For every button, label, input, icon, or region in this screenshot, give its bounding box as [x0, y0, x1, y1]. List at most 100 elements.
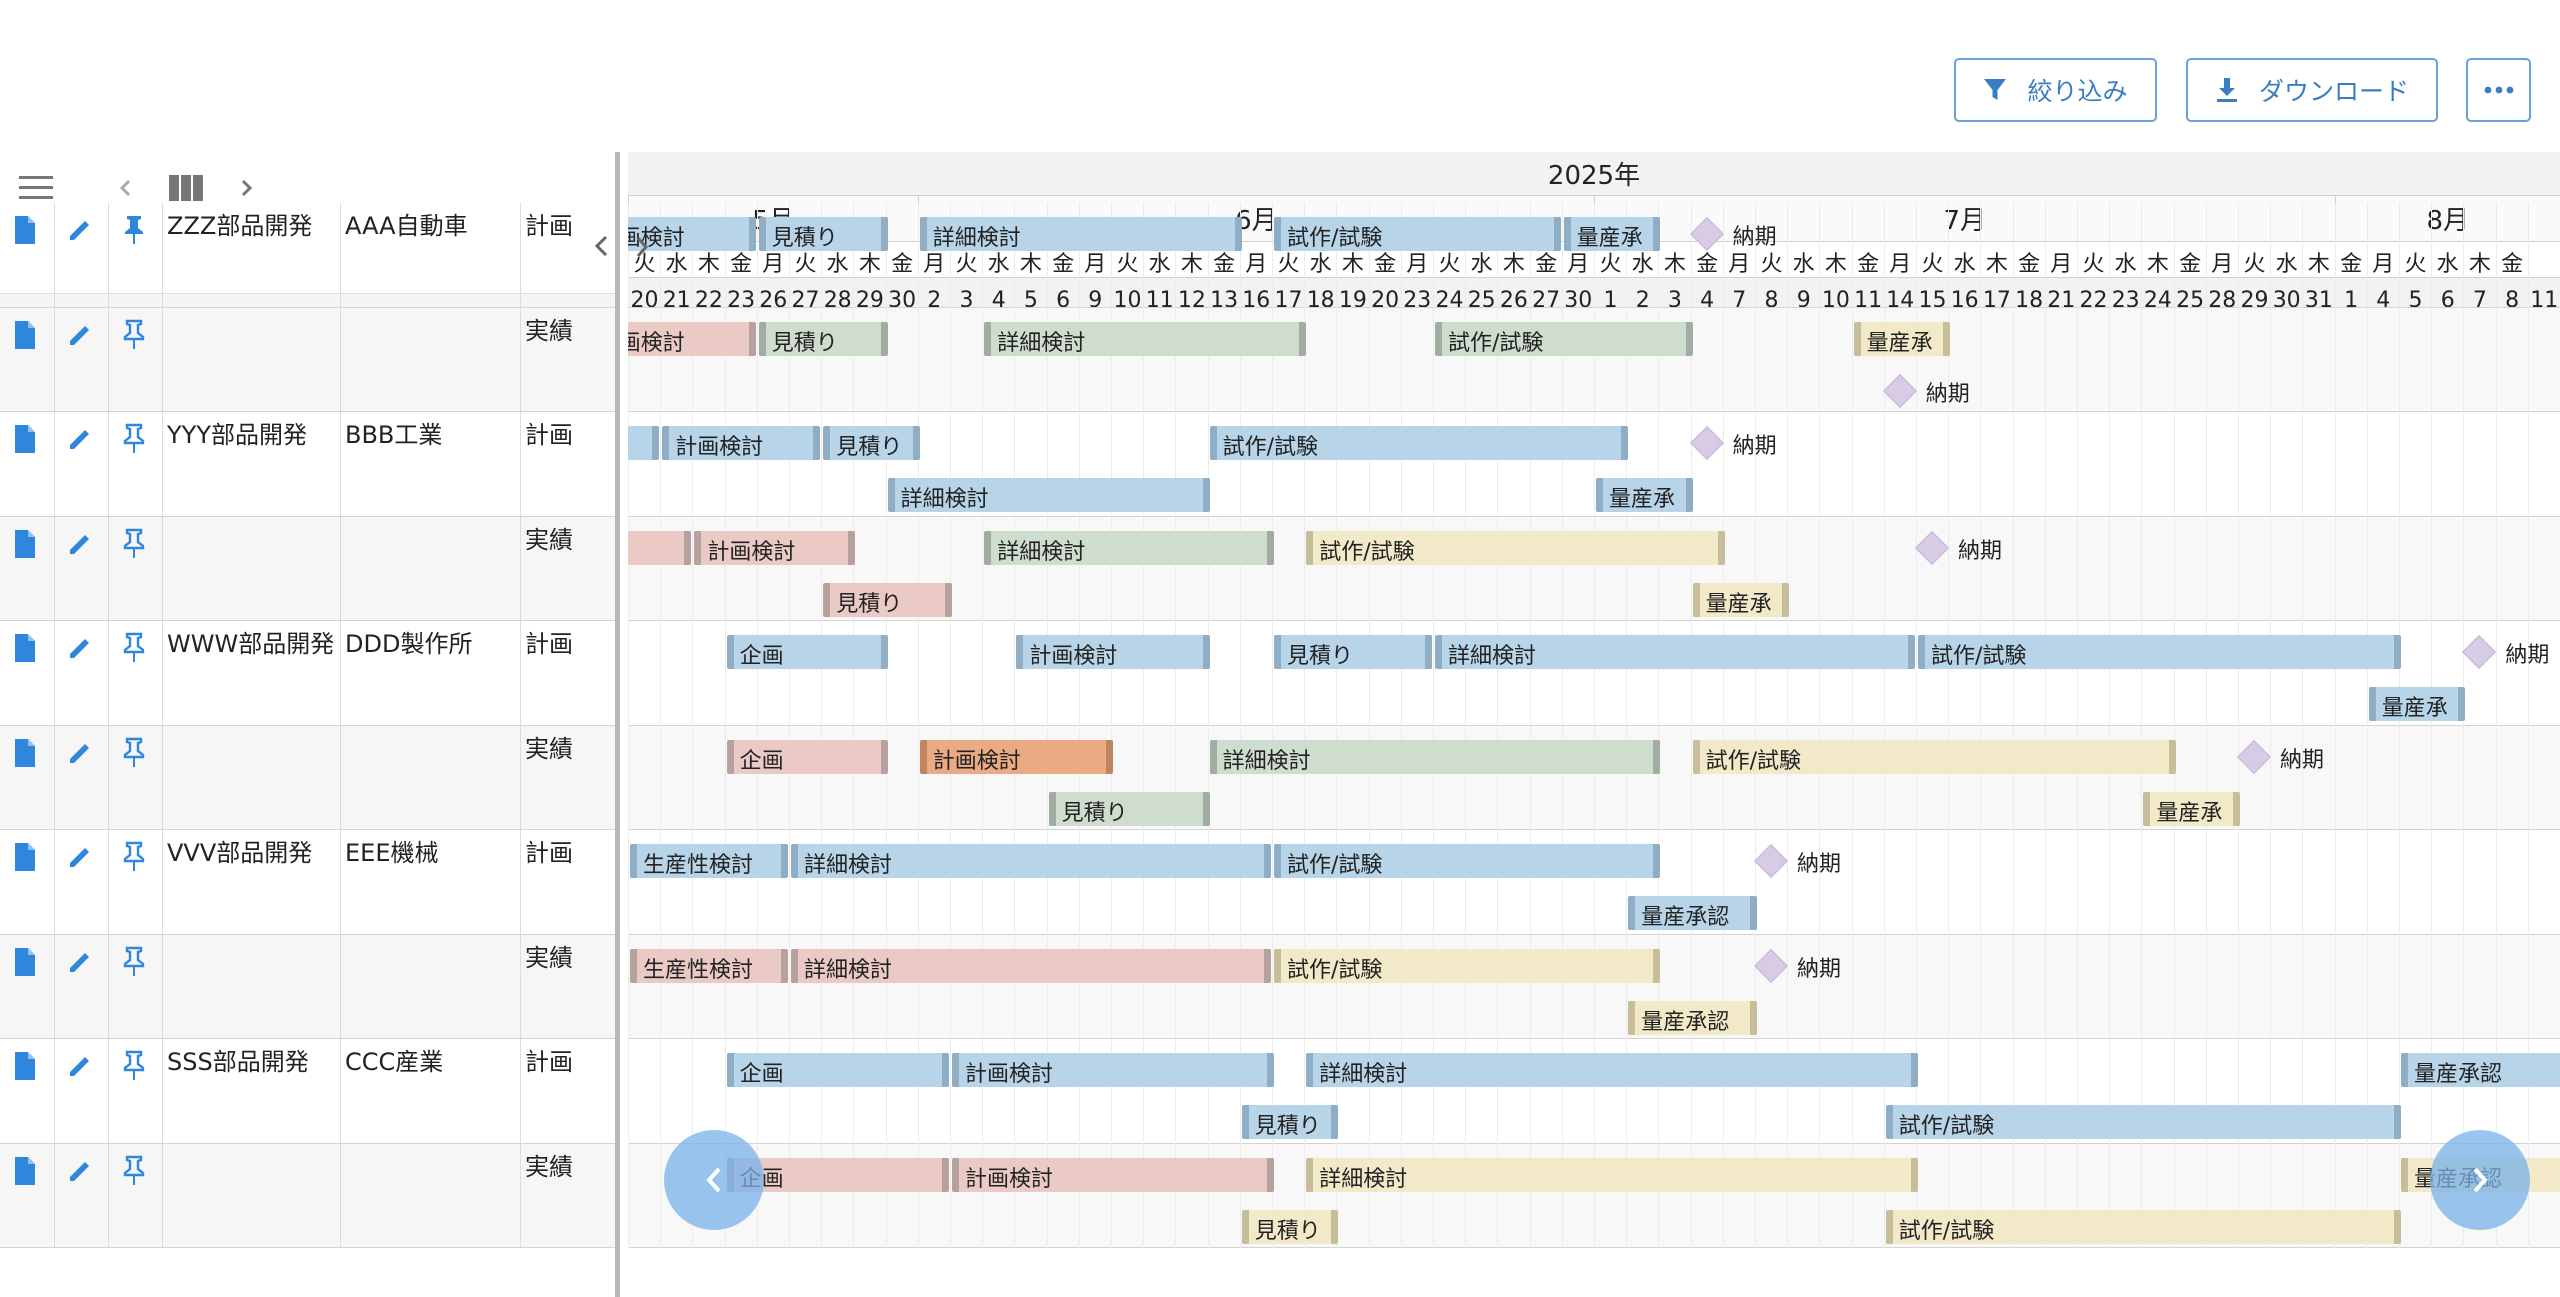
- edit-icon[interactable]: [65, 213, 95, 247]
- task-bar[interactable]: 試作/試験: [1885, 1105, 2401, 1139]
- document-icon[interactable]: [10, 422, 40, 456]
- doc-cell: [0, 517, 54, 621]
- task-bar[interactable]: 企画: [726, 1053, 949, 1087]
- download-button[interactable]: ダウンロード: [2186, 58, 2438, 122]
- document-icon[interactable]: [10, 631, 40, 665]
- document-icon[interactable]: [10, 213, 40, 247]
- columns-button[interactable]: [166, 170, 206, 206]
- task-bar[interactable]: 生産性検討: [630, 844, 788, 878]
- next-column-button[interactable]: [232, 172, 262, 204]
- task-bar[interactable]: 試作/試験: [1435, 321, 1693, 356]
- document-icon[interactable]: [10, 736, 40, 770]
- task-bar[interactable]: 量産承認: [1628, 1000, 1757, 1035]
- table-row: 実績: [0, 307, 615, 412]
- project-cell: [162, 516, 340, 620]
- task-bar[interactable]: 生産性検討: [630, 948, 788, 983]
- task-bar[interactable]: 量産承: [1563, 217, 1661, 251]
- grid-line: [917, 203, 919, 1248]
- task-bar[interactable]: [628, 530, 692, 565]
- task-bar[interactable]: 見積り: [1274, 635, 1432, 669]
- task-bar[interactable]: 計画検討: [952, 1053, 1274, 1087]
- task-bar[interactable]: 量産承: [1596, 478, 1693, 512]
- menu-button[interactable]: [14, 170, 58, 206]
- task-bar[interactable]: 試作/試験: [1274, 217, 1561, 251]
- document-icon[interactable]: [10, 527, 40, 561]
- edit-icon[interactable]: [65, 318, 95, 352]
- edit-icon[interactable]: [65, 1049, 95, 1083]
- edit-icon[interactable]: [65, 527, 95, 561]
- table-row: 実績: [0, 516, 615, 621]
- task-bar[interactable]: 見積り: [1241, 1209, 1339, 1244]
- task-bar[interactable]: 企画: [726, 739, 888, 774]
- task-bar[interactable]: 試作/試験: [1274, 844, 1661, 878]
- prev-icon: [119, 179, 131, 197]
- document-icon[interactable]: [10, 1154, 40, 1188]
- task-bar[interactable]: 試作/試験: [1209, 426, 1629, 460]
- pin-icon[interactable]: [119, 736, 149, 770]
- task-bar[interactable]: 試作/試験: [1918, 635, 2401, 669]
- pin-icon[interactable]: [119, 1049, 149, 1083]
- document-icon[interactable]: [10, 318, 40, 352]
- edit-icon[interactable]: [65, 631, 95, 665]
- edit-icon[interactable]: [65, 736, 95, 770]
- edit-icon[interactable]: [65, 840, 95, 874]
- task-bar[interactable]: 詳細検討: [1306, 1157, 1918, 1192]
- task-bar[interactable]: 見積り: [758, 321, 888, 356]
- pin-icon[interactable]: [119, 318, 149, 352]
- task-bar[interactable]: 量産承認: [2401, 1053, 2560, 1087]
- collapse-panel-button[interactable]: [586, 228, 616, 264]
- task-bar[interactable]: 量産承: [2368, 687, 2466, 721]
- task-bar[interactable]: 詳細検討: [984, 321, 1307, 356]
- pin-icon[interactable]: [119, 213, 149, 247]
- task-bar[interactable]: 見積り: [823, 582, 952, 617]
- task-bar[interactable]: 見積り: [1241, 1105, 1339, 1139]
- task-bar[interactable]: 計画検討: [919, 739, 1113, 774]
- scroll-right-button[interactable]: [2430, 1130, 2530, 1230]
- task-bar[interactable]: 計画検討: [694, 530, 856, 565]
- task-bar[interactable]: 計画検討: [662, 426, 820, 460]
- pin-icon[interactable]: [119, 527, 149, 561]
- pin-icon[interactable]: [119, 945, 149, 979]
- pin-icon[interactable]: [119, 422, 149, 456]
- more-button[interactable]: [2466, 58, 2531, 122]
- edit-icon[interactable]: [65, 422, 95, 456]
- task-bar[interactable]: 詳細検討: [887, 478, 1210, 512]
- task-bar[interactable]: 詳細検討: [791, 844, 1271, 878]
- task-bar[interactable]: 詳細検討: [1435, 635, 1915, 669]
- task-bar[interactable]: 見積り: [758, 217, 888, 251]
- document-icon[interactable]: [10, 840, 40, 874]
- prev-column-button[interactable]: [110, 172, 140, 204]
- task-bar[interactable]: -画検討: [628, 217, 756, 251]
- scroll-left-button[interactable]: [664, 1130, 764, 1230]
- document-icon[interactable]: [10, 945, 40, 979]
- task-bar[interactable]: -画検討: [628, 321, 756, 356]
- expand-timeline-button[interactable]: [630, 230, 654, 264]
- filter-button[interactable]: 絞り込み: [1954, 58, 2157, 122]
- task-bar[interactable]: 試作/試験: [1274, 948, 1661, 983]
- task-bar[interactable]: 試作/試験: [1692, 739, 2176, 774]
- document-icon[interactable]: [10, 1049, 40, 1083]
- pin-icon[interactable]: [119, 1154, 149, 1188]
- task-bar[interactable]: 見積り: [1048, 791, 1210, 826]
- task-bar[interactable]: 試作/試験: [1306, 530, 1725, 565]
- doc-cell: [0, 412, 54, 516]
- task-bar[interactable]: 詳細検討: [984, 530, 1274, 565]
- task-bar[interactable]: 詳細検討: [791, 948, 1271, 983]
- edit-icon[interactable]: [65, 1154, 95, 1188]
- task-bar[interactable]: 計画検討: [952, 1157, 1274, 1192]
- task-bar[interactable]: [628, 426, 659, 460]
- task-bar[interactable]: 見積り: [823, 426, 920, 460]
- task-bar[interactable]: 企画: [726, 635, 888, 669]
- task-bar[interactable]: 計画検討: [1016, 635, 1210, 669]
- task-bar[interactable]: 量産承: [1853, 321, 1951, 356]
- task-bar[interactable]: 量産承認: [1628, 896, 1757, 930]
- task-bar[interactable]: 詳細検討: [1306, 1053, 1918, 1087]
- pin-icon[interactable]: [119, 840, 149, 874]
- task-bar[interactable]: 量産承: [2143, 791, 2240, 826]
- pin-icon[interactable]: [119, 631, 149, 665]
- task-bar[interactable]: 試作/試験: [1885, 1209, 2401, 1244]
- task-bar[interactable]: 詳細検討: [1209, 739, 1661, 774]
- edit-icon[interactable]: [65, 945, 95, 979]
- task-bar[interactable]: 詳細検討: [919, 217, 1242, 251]
- task-bar[interactable]: 量産承: [1692, 582, 1790, 617]
